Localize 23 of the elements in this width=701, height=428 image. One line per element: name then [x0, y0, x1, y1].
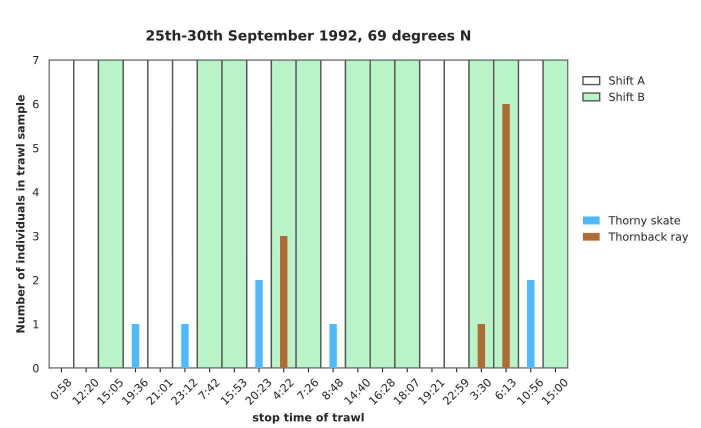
- legend-label: Shift A: [609, 76, 645, 85]
- legend-label: Shift B: [609, 92, 644, 101]
- bar: [181, 324, 189, 368]
- y-axis-title: Number of individuals in trawl sample: [16, 95, 27, 332]
- legend-label: Thorny skate: [608, 216, 680, 227]
- bar: [255, 280, 263, 368]
- bar: [132, 324, 140, 368]
- x-axis-title: stop time of trawl: [252, 412, 364, 424]
- y-tick-label: 7: [33, 56, 38, 64]
- y-tick-label: 0: [33, 364, 39, 372]
- bar: [280, 236, 288, 368]
- y-tick-label: 5: [33, 144, 38, 152]
- legend-label: Thornback ray: [608, 232, 688, 243]
- y-tick-label: 3: [33, 232, 38, 240]
- y-tick-label: 2: [33, 276, 38, 284]
- bar: [478, 324, 486, 368]
- y-tick-label: 4: [32, 188, 39, 196]
- y-tick-label: 1: [34, 320, 38, 328]
- bar: [527, 280, 534, 368]
- bar: [329, 324, 337, 368]
- chart-title: 25th-30th September 1992, 69 degrees N: [146, 30, 470, 44]
- y-tick-label: 6: [33, 100, 39, 108]
- bar: [502, 104, 510, 368]
